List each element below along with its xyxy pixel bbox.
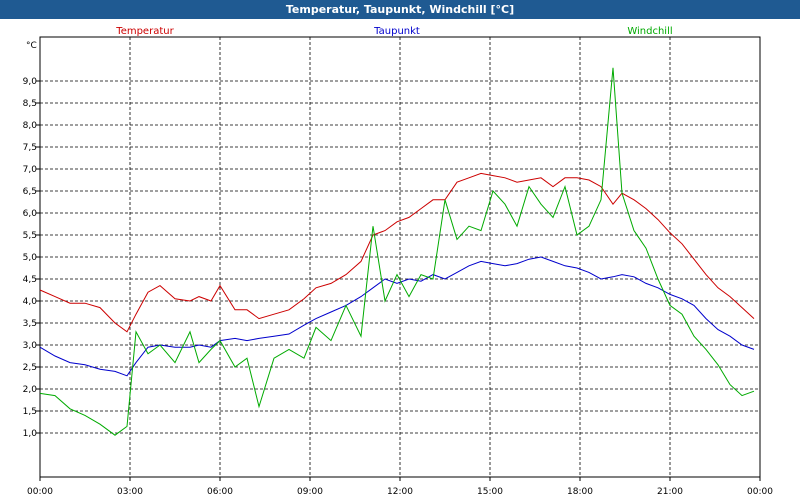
chart-canvas: 1,0 1,5 2,0 2,5 3,0 3,5 4,0 4,5 5,0 5,5 6,0 6,5 7,0 7… <box>23 26 774 497</box>
y-tick-label: 4,0 <box>23 297 38 307</box>
y-tick-label: 2,0 <box>23 385 38 395</box>
x-tick-time: 18:00 <box>567 487 593 497</box>
y-tick-label: 9,0 <box>23 77 38 87</box>
legend-taupunkt: Taupunkt <box>373 26 420 37</box>
y-tick-label: 5,0 <box>23 253 38 263</box>
y-tick-label: 8,0 <box>23 121 38 131</box>
y-tick-label: 2,5 <box>23 363 37 373</box>
y-tick-label: 8,5 <box>23 99 37 109</box>
y-tick-label: 3,5 <box>23 319 37 329</box>
x-tick-time: 00:00 <box>27 487 53 497</box>
y-tick-label: 1,0 <box>23 429 38 439</box>
x-tick-time: 15:00 <box>477 487 503 497</box>
series-line-temperatur <box>39 172 755 333</box>
y-tick-label: 3,0 <box>23 341 38 351</box>
y-tick-label: 6,0 <box>23 209 38 219</box>
x-tick-time: 03:00 <box>117 487 143 497</box>
y-tick-label: 6,5 <box>23 187 37 197</box>
x-tick-time: 00:00 <box>747 487 773 497</box>
y-tick-label: 7,5 <box>23 143 37 153</box>
y-tick-label: 7,0 <box>23 165 38 175</box>
y-tick-label: 5,5 <box>23 231 37 241</box>
x-tick-time: 21:00 <box>657 487 683 497</box>
y-axis-unit: °C <box>26 41 37 51</box>
series-line-windchill <box>39 67 755 436</box>
series-line-taupunkt <box>39 256 755 377</box>
x-tick-time: 12:00 <box>387 487 413 497</box>
y-tick-label: 4,5 <box>23 275 37 285</box>
legend-temperatur: Temperatur <box>115 26 174 37</box>
chart-title: Temperatur, Taupunkt, Windchill [°C] <box>0 0 800 19</box>
legend-windchill: Windchill <box>627 26 672 37</box>
y-tick-label: 1,5 <box>23 407 37 417</box>
x-tick-time: 06:00 <box>207 487 233 497</box>
x-tick-time: 09:00 <box>297 487 323 497</box>
